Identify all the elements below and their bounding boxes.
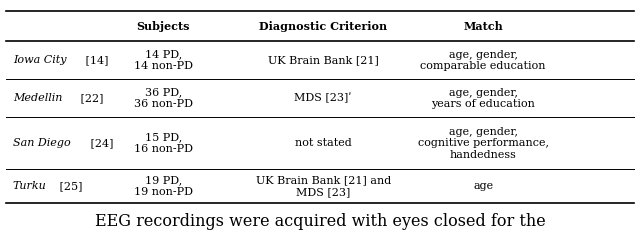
Text: age, gender,
years of education: age, gender, years of education <box>431 87 535 109</box>
Text: not stated: not stated <box>295 138 351 148</box>
Text: Subjects: Subjects <box>136 21 190 32</box>
Text: age: age <box>473 181 493 191</box>
Text: Diagnostic Criterion: Diagnostic Criterion <box>259 21 387 32</box>
Text: UK Brain Bank [21]: UK Brain Bank [21] <box>268 55 379 65</box>
Text: Medellin: Medellin <box>13 93 62 103</box>
Text: EEG recordings were acquired with eyes closed for the: EEG recordings were acquired with eyes c… <box>95 213 545 230</box>
Text: [24]: [24] <box>87 138 114 148</box>
Text: UK Brain Bank [21] and
MDS [23]: UK Brain Bank [21] and MDS [23] <box>255 175 391 197</box>
Text: San Diego: San Diego <box>13 138 70 148</box>
Text: 36 PD,
36 non-PD: 36 PD, 36 non-PD <box>134 87 193 109</box>
Text: MDS [23]ʹ: MDS [23]ʹ <box>294 93 352 104</box>
Text: Turku: Turku <box>13 181 47 191</box>
Text: age, gender,
cognitive performance,
handedness: age, gender, cognitive performance, hand… <box>418 127 548 160</box>
Text: 14 PD,
14 non-PD: 14 PD, 14 non-PD <box>134 50 193 71</box>
Text: [22]: [22] <box>77 93 103 103</box>
Text: [14]: [14] <box>82 55 108 65</box>
Text: Match: Match <box>463 21 503 32</box>
Text: 15 PD,
16 non-PD: 15 PD, 16 non-PD <box>134 132 193 154</box>
Text: age, gender,
comparable education: age, gender, comparable education <box>420 50 546 71</box>
Text: [25]: [25] <box>56 181 83 191</box>
Text: Iowa City: Iowa City <box>13 55 67 65</box>
Text: 19 PD,
19 non-PD: 19 PD, 19 non-PD <box>134 175 193 197</box>
